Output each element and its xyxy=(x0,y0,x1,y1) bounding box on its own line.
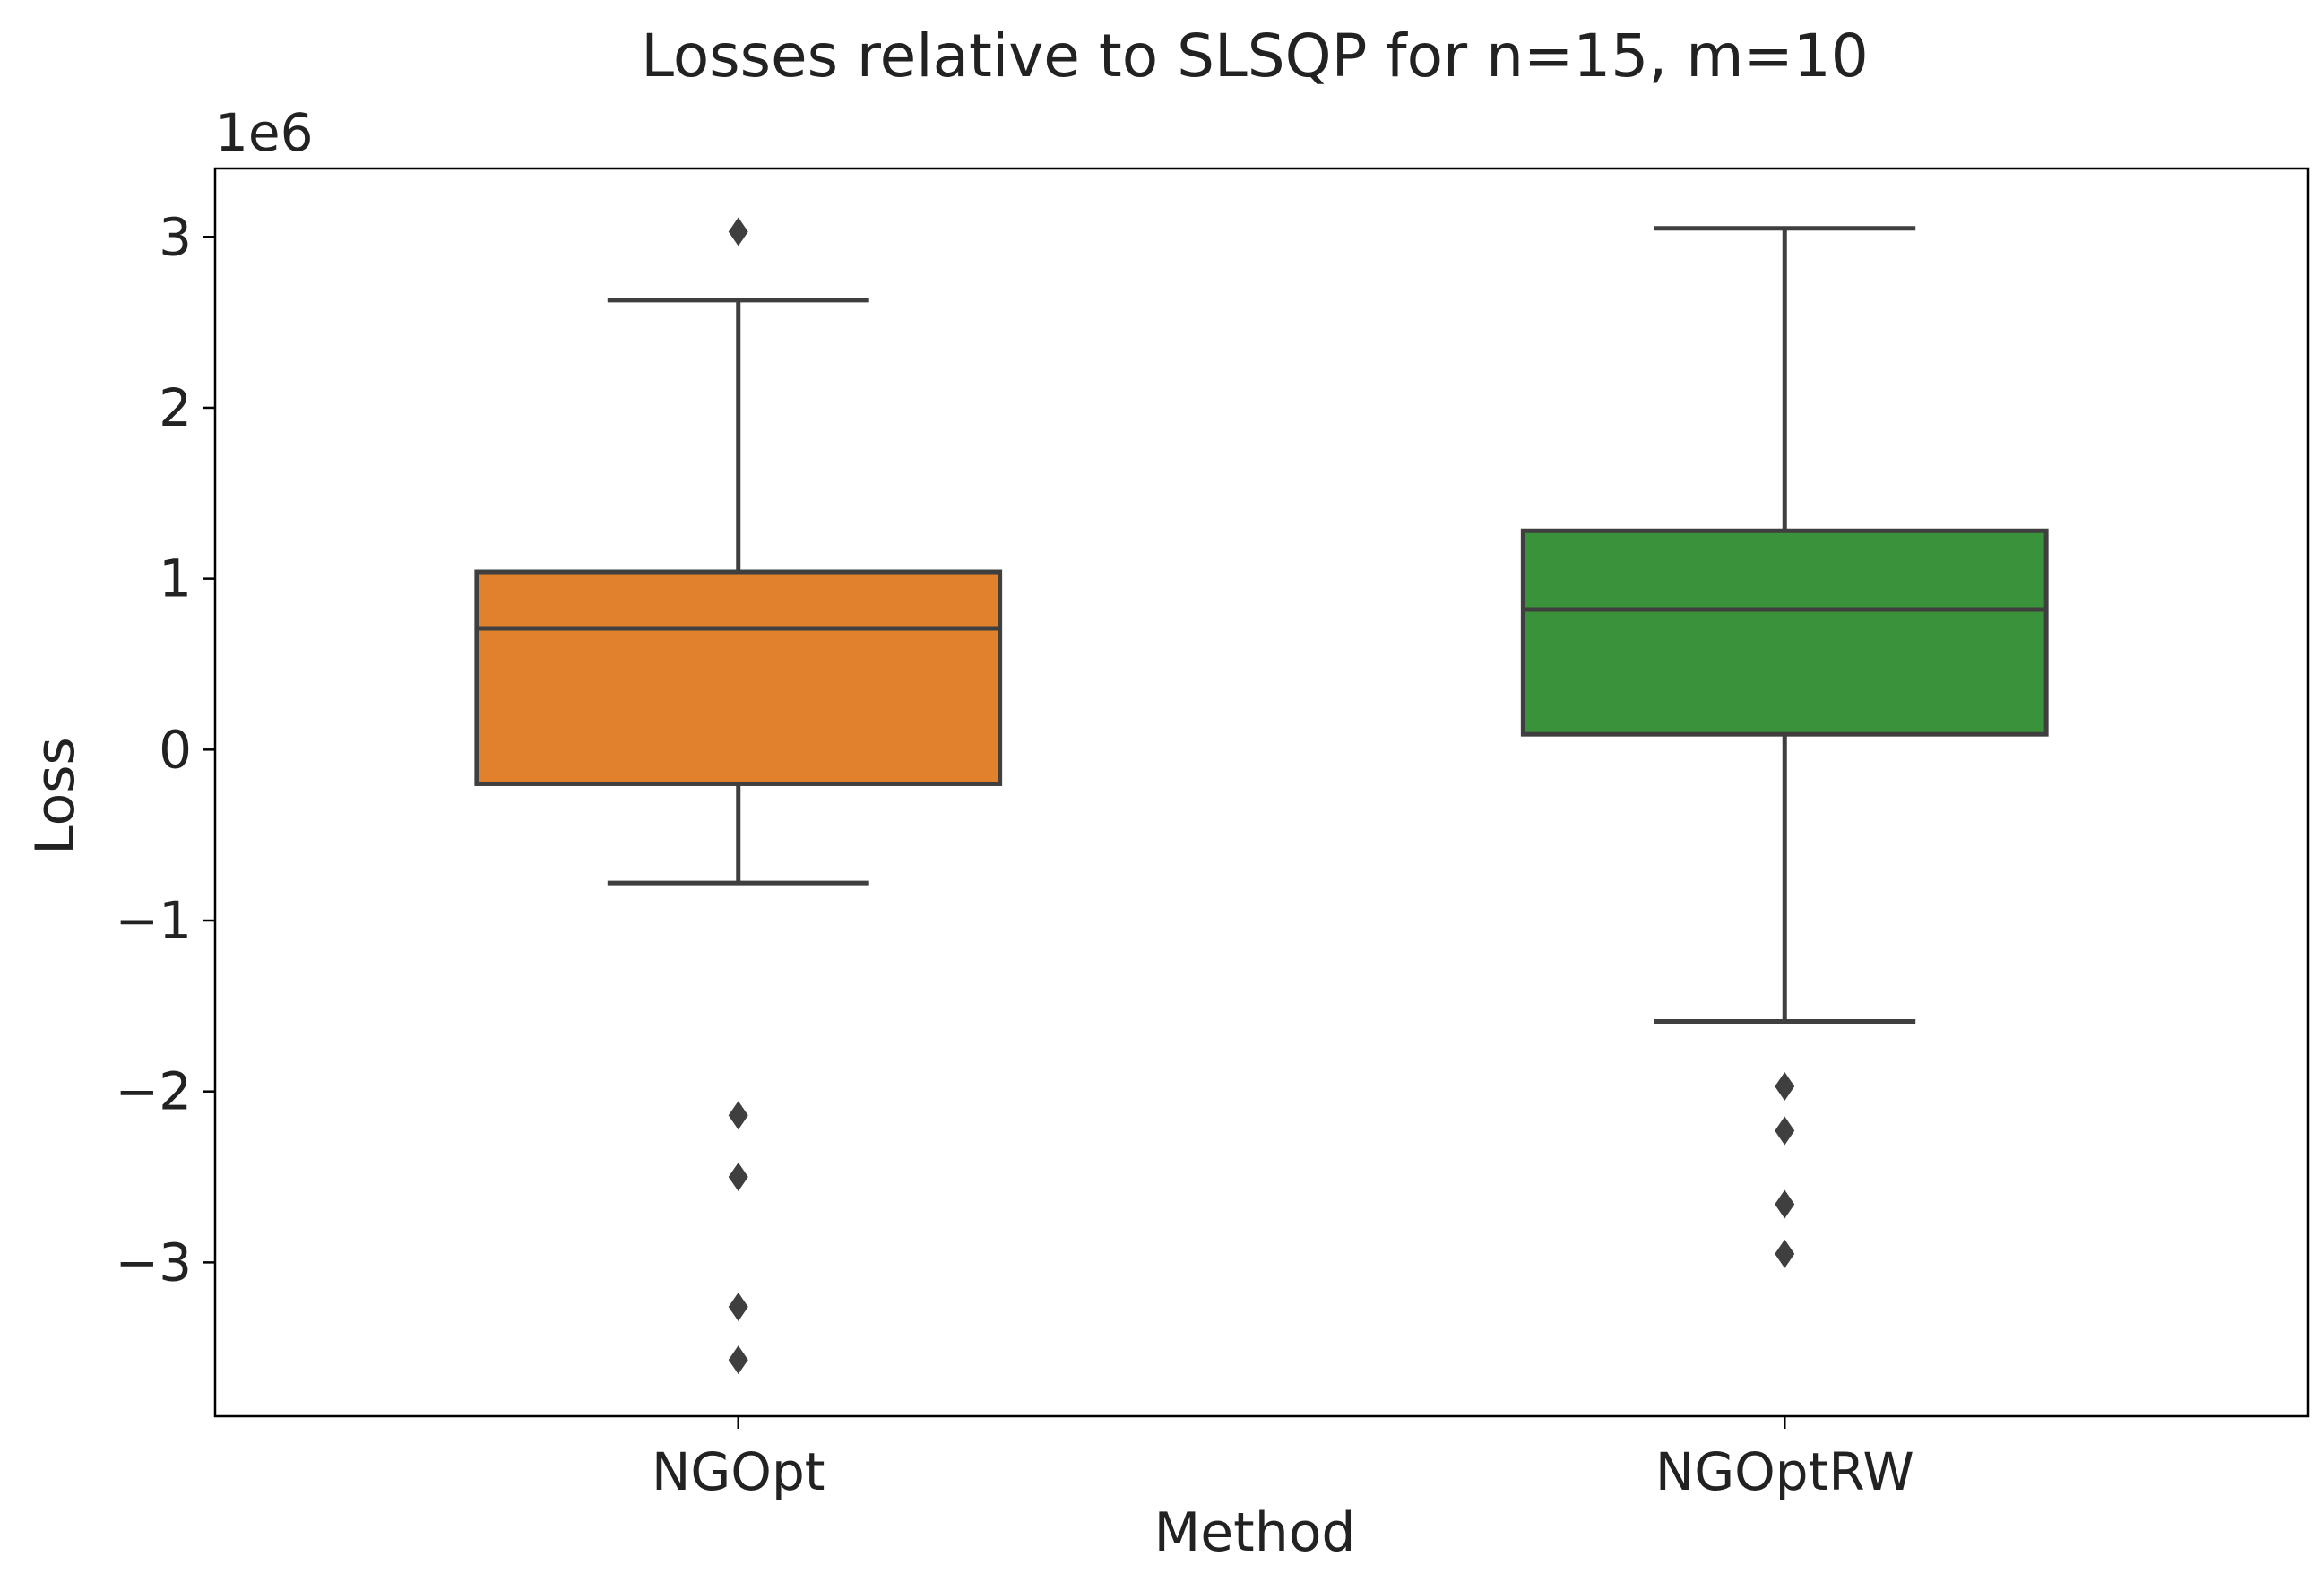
chart-title: Losses relative to SLSQP for n=15, m=10 xyxy=(641,22,1869,91)
outlier-point xyxy=(1775,1071,1795,1101)
y-tick-label: 1 xyxy=(159,549,192,610)
outlier-point xyxy=(1775,1239,1795,1268)
outlier-point xyxy=(728,1163,748,1192)
y-tick-label: −1 xyxy=(116,890,193,951)
y-tick-label: −2 xyxy=(116,1061,193,1122)
box-iqr xyxy=(474,569,1003,786)
plot-area: −3 −2 −1 0 1 2 3 NGOpt NGOptRW xyxy=(116,167,2310,1502)
outlier-point xyxy=(1775,1116,1795,1146)
y-tick-label: −3 xyxy=(116,1232,193,1293)
box-group-ngoptrw xyxy=(1520,226,2049,1268)
y-tick-label: 2 xyxy=(159,377,192,438)
y-tick-label: 0 xyxy=(159,719,192,780)
x-axis-label: Method xyxy=(1153,1501,1355,1564)
y-tick-label: 3 xyxy=(159,206,192,267)
outlier-point xyxy=(728,1345,748,1375)
box-group-ngopt xyxy=(474,217,1003,1375)
x-tick-label: NGOpt xyxy=(652,1441,825,1502)
outlier-point xyxy=(728,217,748,246)
outlier-point xyxy=(728,1101,748,1130)
box-iqr xyxy=(1520,528,2049,737)
plot-frame xyxy=(213,167,2310,1418)
outlier-point xyxy=(1775,1189,1795,1219)
x-tick-label: NGOptRW xyxy=(1655,1441,1914,1502)
outlier-point xyxy=(728,1292,748,1321)
y-axis-label: Loss xyxy=(24,737,87,855)
y-axis-offset-label: 1e6 xyxy=(215,102,314,163)
